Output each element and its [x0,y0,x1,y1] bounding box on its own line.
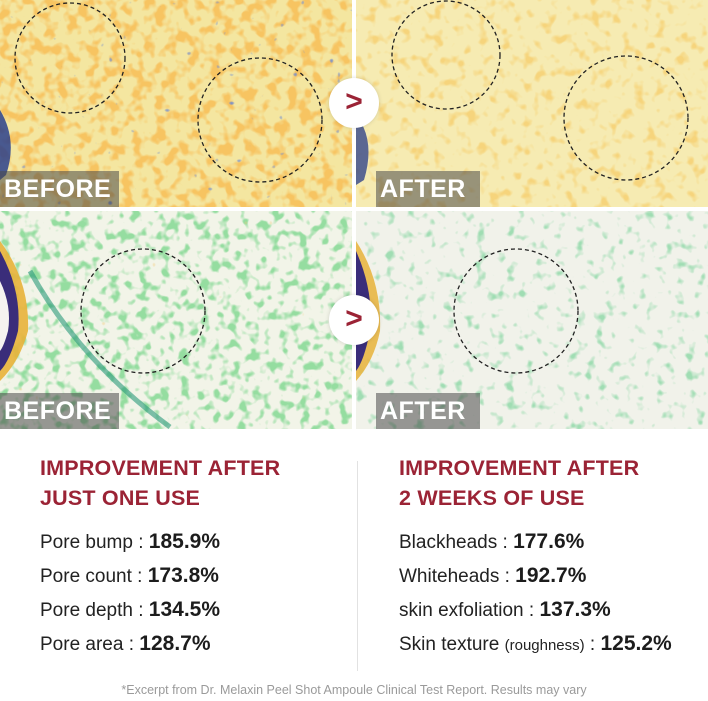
before-image-top: BEFORE [0,0,352,207]
before-label: BEFORE [0,393,120,429]
metric-pore-area: Pore area : 128.7% [40,632,211,655]
skin-texture-green-after [356,211,708,429]
after-image-bottom: AFTER [356,211,708,429]
skin-texture-green-before [0,211,352,429]
results-one-use: IMPROVEMENT AFTER JUST ONE USE Pore bump… [40,453,340,661]
results-two-weeks: IMPROVEMENT AFTER 2 WEEKS OF USE Blackhe… [399,453,704,661]
metric-skin-exfoliation: skin exfoliation : 137.3% [399,598,611,621]
disclaimer-footnote: *Excerpt from Dr. Melaxin Peel Shot Ampo… [121,683,587,697]
results-heading: IMPROVEMENT AFTER 2 WEEKS OF USE [399,456,640,510]
metric-whiteheads: Whiteheads : 192.7% [399,564,587,587]
chevron-right-icon: > [329,78,379,128]
chevron-right-icon: > [329,295,379,345]
skin-texture-yellow-after [356,0,708,207]
divider [357,461,358,671]
metric-pore-depth: Pore depth : 134.5% [40,598,221,621]
after-label: AFTER [376,171,480,207]
metric-pore-count: Pore count : 173.8% [40,564,219,587]
after-image-top: AFTER [356,0,708,207]
before-image-bottom: BEFORE [0,211,352,429]
results-section: IMPROVEMENT AFTER JUST ONE USE Pore bump… [0,429,708,701]
skin-texture-yellow-before [0,0,352,207]
before-label: BEFORE [0,171,120,207]
metric-blackheads: Blackheads : 177.6% [399,530,585,553]
after-label: AFTER [376,393,480,429]
metric-pore-bump: Pore bump : 185.9% [40,530,221,553]
metric-skin-texture: Skin texture (roughness) : 125.2% [399,632,672,655]
results-heading: IMPROVEMENT AFTER JUST ONE USE [40,456,281,510]
